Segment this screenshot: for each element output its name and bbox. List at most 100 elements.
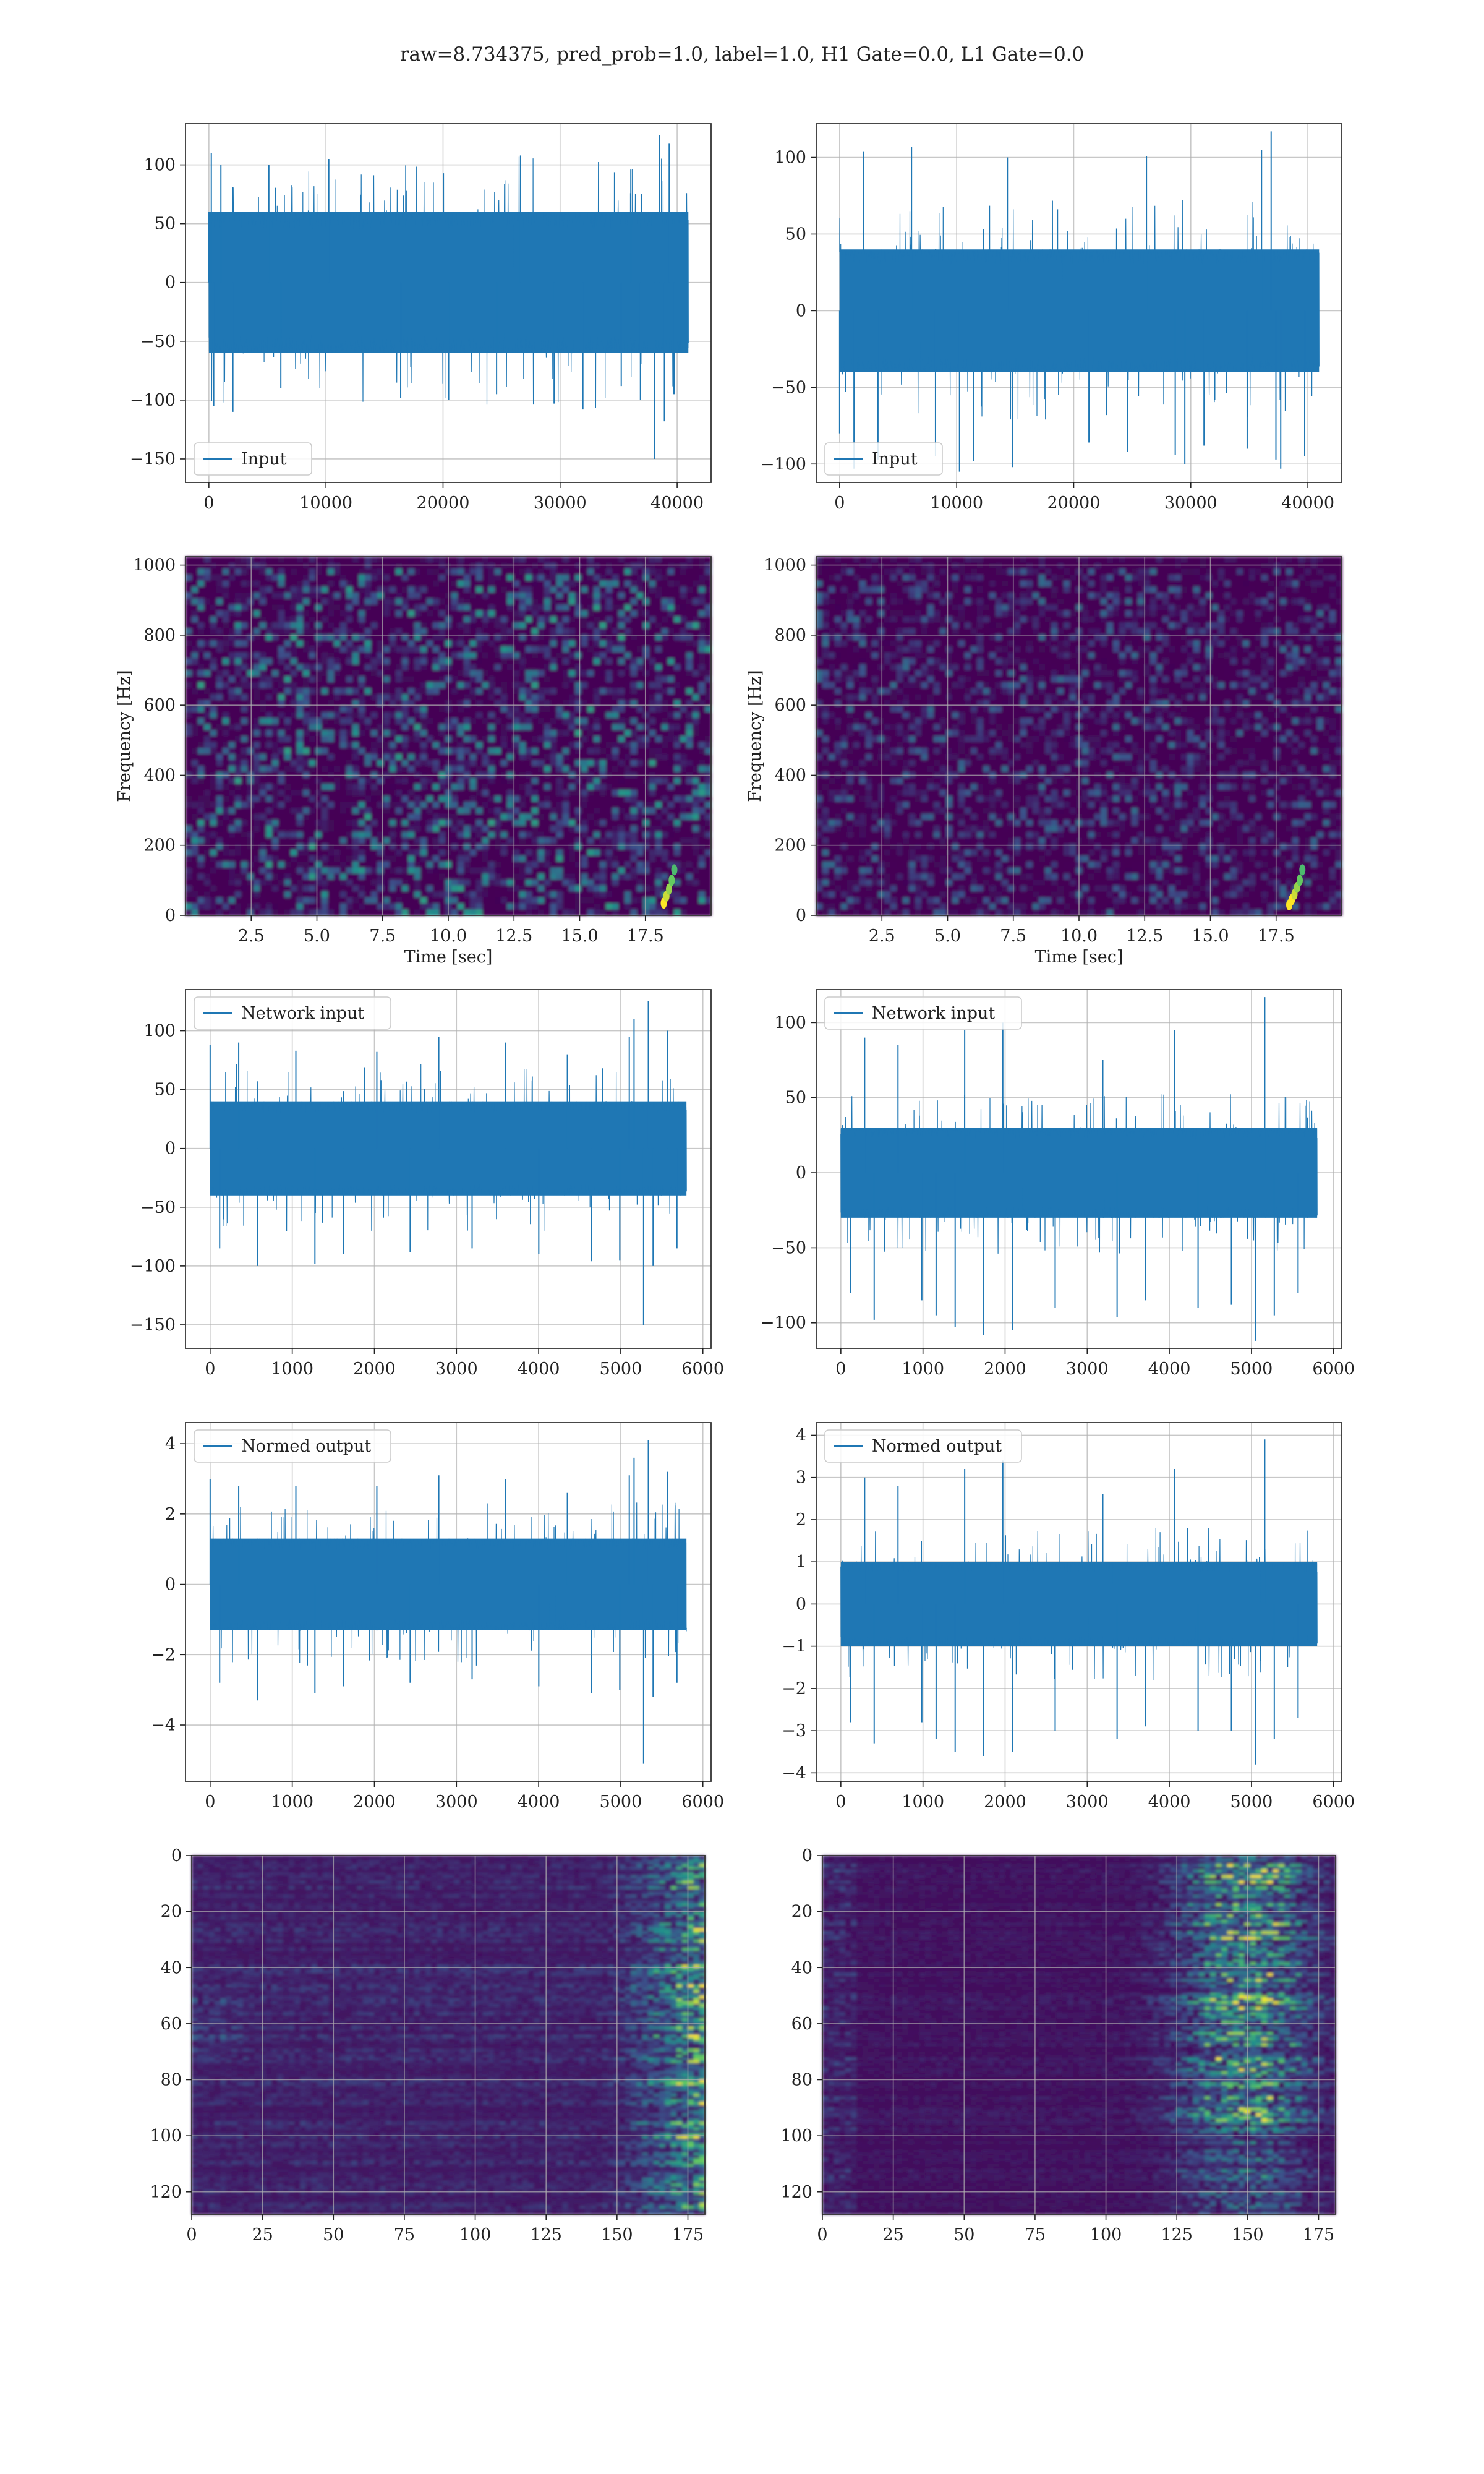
x-tick-label: 10.0	[1060, 927, 1098, 946]
x-tick-label: 175	[1303, 2225, 1335, 2245]
y-tick-label: −4	[151, 1716, 176, 1735]
x-tick-label: 75	[1025, 2225, 1046, 2245]
x-tick-label: 0	[817, 2225, 827, 2245]
chirp-mark	[1297, 875, 1303, 886]
x-axis-label: Time [sec]	[1035, 948, 1124, 967]
y-tick-label: 0	[796, 301, 806, 320]
figure-title: raw=8.734375, pred_prob=1.0, label=1.0, …	[400, 43, 1085, 66]
y-tick-label: 800	[143, 626, 176, 645]
y-tick-label: 4	[165, 1434, 176, 1453]
x-tick-label: 5000	[1230, 1359, 1273, 1379]
y-tick-label: 200	[774, 836, 806, 855]
y-tick-label: 600	[774, 696, 806, 715]
x-tick-label: 12.5	[1126, 927, 1163, 946]
x-tick-label: 1000	[902, 1359, 944, 1379]
y-tick-label: 4	[796, 1426, 806, 1445]
y-tick-label: 1	[796, 1552, 806, 1572]
x-tick-label: 4000	[1148, 1359, 1191, 1379]
y-tick-label: −2	[151, 1645, 176, 1664]
y-tick-label: 200	[143, 836, 176, 855]
x-tick-label: 4000	[1148, 1792, 1191, 1812]
x-tick-label: 7.5	[1000, 927, 1026, 946]
x-tick-label: 2000	[984, 1359, 1026, 1379]
chirp-mark	[1299, 864, 1305, 875]
chirp-mark	[668, 875, 675, 886]
x-tick-label: 0	[205, 1359, 215, 1379]
x-tick-label: 0	[186, 2225, 197, 2245]
x-tick-label: 50	[323, 2225, 344, 2245]
y-tick-label: 50	[155, 1081, 176, 1100]
y-tick-label: −2	[782, 1679, 806, 1698]
y-tick-label: −1	[782, 1637, 806, 1656]
y-tick-label: 600	[143, 696, 176, 715]
y-tick-label: 100	[774, 148, 806, 168]
y-tick-label: 40	[161, 1958, 182, 1977]
legend: Input	[194, 443, 312, 475]
y-tick-label: −150	[130, 450, 176, 469]
y-tick-label: −50	[771, 378, 806, 397]
panel-spectrogram-l1: 2.5 5.0 7.5 10.0 12.5 15.0 17.5020040060080010…	[746, 556, 1342, 967]
y-tick-label: 80	[161, 2071, 182, 2090]
x-tick-label: 2000	[984, 1792, 1026, 1812]
x-tick-label: 6000	[681, 1359, 724, 1379]
y-tick-label: 40	[791, 1958, 812, 1977]
x-tick-label: 6000	[1312, 1792, 1355, 1812]
x-tick-label: 12.5	[495, 927, 532, 946]
x-tick-label: 0	[834, 494, 845, 513]
x-tick-label: 10000	[299, 494, 352, 513]
x-tick-label: 5.0	[934, 927, 961, 946]
x-tick-label: 30000	[1164, 494, 1217, 513]
x-tick-label: 5.0	[304, 927, 330, 946]
x-tick-label: 150	[601, 2225, 633, 2245]
legend: Normed output	[825, 1430, 1021, 1462]
heatmap-cells	[192, 1856, 706, 2215]
x-axis-label: Time [sec]	[404, 948, 493, 967]
y-tick-label: 0	[796, 1163, 806, 1183]
x-tick-label: 50	[953, 2225, 974, 2245]
y-tick-label: 100	[143, 156, 176, 175]
x-tick-label: 2.5	[238, 927, 265, 946]
x-tick-label: 25	[252, 2225, 273, 2245]
y-tick-label: 0	[165, 1575, 176, 1594]
y-tick-label: 800	[774, 626, 806, 645]
x-tick-label: 100	[459, 2225, 492, 2245]
y-tick-label: 20	[791, 1903, 812, 1922]
legend: Normed output	[194, 1430, 391, 1462]
y-tick-label: −4	[782, 1763, 806, 1783]
y-tick-label: 0	[796, 1594, 806, 1614]
x-tick-label: 5000	[600, 1792, 642, 1812]
y-tick-label: −150	[130, 1316, 176, 1335]
x-tick-label: 10.0	[430, 927, 467, 946]
y-tick-label: 0	[165, 906, 176, 925]
x-tick-label: 7.5	[369, 927, 396, 946]
panel-spectrogram-h1: 2.5 5.0 7.5 10.0 12.5 15.0 17.5020040060080010…	[115, 556, 712, 967]
legend-label: Input	[241, 450, 287, 469]
x-tick-label: 0	[835, 1792, 846, 1812]
x-tick-label: 15.0	[561, 927, 598, 946]
x-tick-label: 125	[1161, 2225, 1193, 2245]
y-tick-label: 2	[796, 1510, 806, 1530]
y-tick-label: 400	[143, 766, 176, 785]
x-tick-label: 15.0	[1192, 927, 1229, 946]
y-tick-label: −100	[761, 455, 806, 474]
x-tick-label: 1000	[271, 1792, 313, 1812]
legend: Network input	[194, 997, 391, 1029]
chirp-mark	[672, 864, 678, 875]
y-tick-label: 0	[796, 906, 806, 925]
x-tick-label: 6000	[1312, 1359, 1355, 1379]
y-tick-label: 20	[161, 1903, 182, 1922]
x-tick-label: 3000	[435, 1359, 478, 1379]
y-tick-label: 100	[780, 2126, 812, 2146]
y-tick-label: 50	[785, 225, 806, 244]
y-tick-label: −50	[140, 1198, 176, 1217]
x-tick-label: 6000	[681, 1792, 724, 1812]
x-tick-label: 20000	[1047, 494, 1101, 513]
x-tick-label: 4000	[518, 1359, 560, 1379]
x-tick-label: 17.5	[1258, 927, 1295, 946]
y-tick-label: −100	[761, 1314, 806, 1333]
x-tick-label: 2.5	[869, 927, 895, 946]
y-tick-label: −100	[130, 1257, 176, 1276]
legend-label: Input	[872, 450, 918, 469]
